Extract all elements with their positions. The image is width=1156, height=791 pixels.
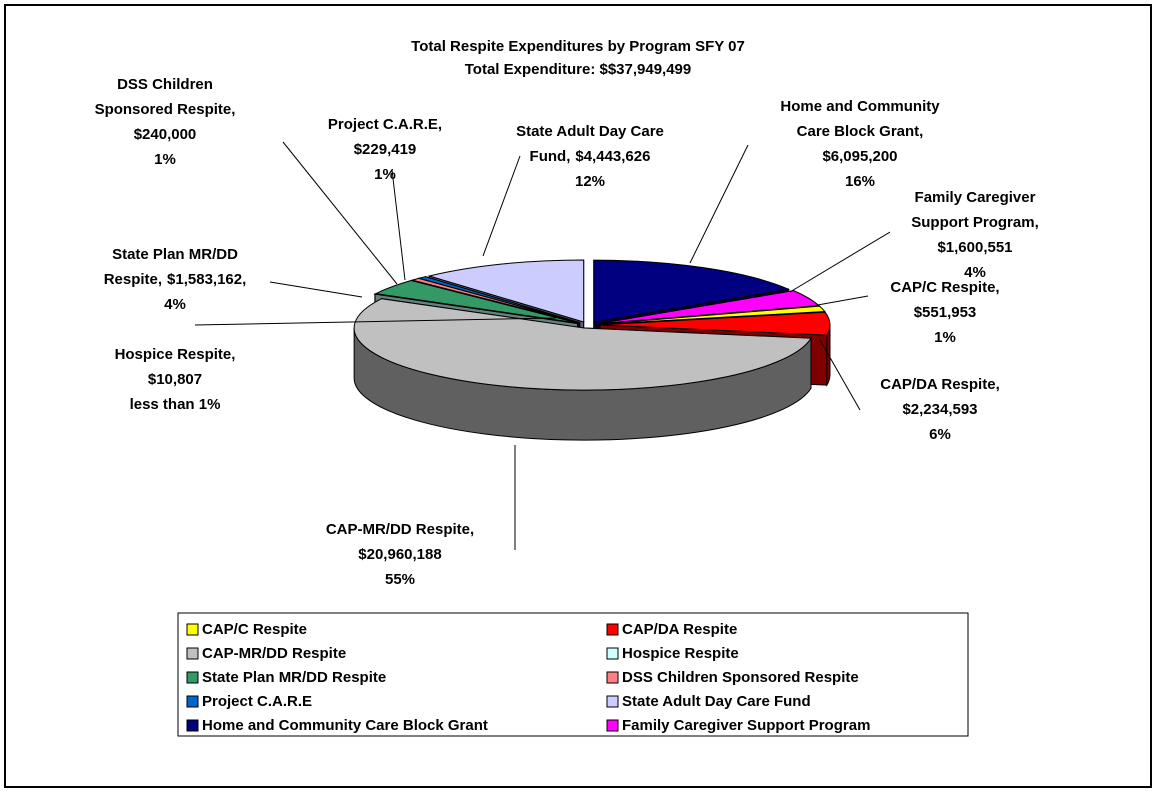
legend-label: DSS Children Sponsored Respite: [622, 669, 859, 686]
percent-label: 55%: [385, 571, 415, 588]
legend-label: CAP/DA Respite: [622, 621, 737, 638]
legend-swatch: [606, 623, 619, 636]
label-name-part: Care Block Grant,: [797, 123, 924, 140]
label-name: Respite, $1,583,162,: [104, 271, 247, 288]
label-name-part: Support Program,: [911, 214, 1039, 231]
value-label: $551,953: [914, 304, 977, 321]
legend-label: Project C.A.R.E: [202, 693, 312, 710]
label-name-part: DSS Children: [117, 76, 213, 93]
label-name: CAP-MR/DD Respite,: [326, 521, 474, 538]
percent-label: 1%: [154, 151, 176, 168]
legend: CAP/C Respite CAP/DA Respite CAP-MR/DD Res…: [186, 621, 870, 734]
value-label: $10,807: [148, 371, 202, 388]
chart-subtitle: Total Expenditure: $$37,949,499: [465, 61, 692, 78]
percent-label: 4%: [964, 264, 986, 281]
legend-swatch: [606, 671, 619, 684]
chart-title: Total Respite Expenditures by Program SF…: [411, 38, 745, 55]
value-label: $240,000: [134, 126, 197, 143]
legend-label: Hospice Respite: [622, 645, 739, 662]
label-name: DSS Children: [117, 76, 213, 93]
value-label: $20,960,188: [358, 546, 441, 563]
legend-swatch: [606, 647, 619, 660]
leader-line: [819, 339, 861, 411]
legend-box: [177, 612, 969, 737]
label-name-part: Family Caregiver: [915, 189, 1036, 206]
slice-top: [410, 277, 580, 324]
percent-label: 4%: [164, 296, 186, 313]
pie: [353, 259, 831, 441]
label-name: Hospice Respite,: [115, 346, 236, 363]
percent-label: 12%: [575, 173, 605, 190]
label-name-part: CAP/C Respite,: [890, 279, 999, 296]
slice-top: [373, 293, 578, 324]
leader-line: [391, 169, 406, 281]
label-name-part: Hospice Respite,: [115, 346, 236, 363]
value-label: $229,419: [354, 141, 417, 158]
label-name-part: Home and Community: [780, 98, 940, 115]
label-name: CAP/DA Respite,: [880, 376, 999, 393]
label-name: Fund, $4,443,626: [530, 148, 651, 165]
legend-label: CAP/C Respite: [202, 621, 307, 638]
value-label: $4,443,626: [575, 148, 650, 165]
percent-label: 1%: [374, 166, 396, 183]
leader-line: [269, 281, 363, 298]
legend-swatch: [186, 719, 199, 732]
label-name-part: Respite,: [104, 271, 162, 288]
label-name: Support Program,: [911, 214, 1039, 231]
label-name: Project C.A.R.E,: [328, 116, 442, 133]
legend-label: Home and Community Care Block Grant: [202, 717, 488, 734]
label-name-part: State Plan MR/DD: [112, 246, 238, 263]
percent-label: 6%: [929, 426, 951, 443]
legend-swatch: [186, 671, 199, 684]
slice-top: [599, 311, 831, 336]
label-name: CAP/C Respite,: [890, 279, 999, 296]
value-label: $1,600,551: [937, 239, 1012, 256]
leader-line: [789, 231, 891, 293]
leader-line: [689, 144, 749, 264]
label-name-part: State Adult Day Care: [516, 123, 664, 140]
data-labels: CAP/C Respite, $551,953 1% CAP/DA Respite, $…: [95, 76, 1039, 588]
percent-label: 1%: [934, 329, 956, 346]
leader-line: [482, 155, 521, 257]
slice-top: [598, 290, 821, 325]
legend-swatch: [606, 695, 619, 708]
slice-top: [599, 305, 826, 325]
label-name-part: CAP/DA Respite,: [880, 376, 999, 393]
legend-label: Family Caregiver Support Program: [622, 717, 870, 734]
label-name: State Plan MR/DD: [112, 246, 238, 263]
percent-label: 16%: [845, 173, 875, 190]
label-name-part: CAP-MR/DD Respite,: [326, 521, 474, 538]
legend-swatch: [606, 719, 619, 732]
slice-top: [593, 259, 791, 323]
label-name: Sponsored Respite,: [95, 101, 236, 118]
legend-label: CAP-MR/DD Respite: [202, 645, 346, 662]
value-label: $6,095,200: [822, 148, 897, 165]
legend-label: State Plan MR/DD Respite: [202, 669, 386, 686]
leader-line: [811, 295, 869, 307]
legend-swatch: [186, 695, 199, 708]
label-name-part: Project C.A.R.E,: [328, 116, 442, 133]
legend-label: State Adult Day Care Fund: [622, 693, 811, 710]
value-label: $2,234,593: [902, 401, 977, 418]
slice: [353, 298, 812, 441]
leader-line: [194, 317, 557, 326]
leader-line: [282, 141, 398, 285]
legend-swatch: [186, 623, 199, 636]
label-name-part: Fund,: [530, 148, 571, 165]
slice-top: [353, 298, 812, 391]
label-name: Care Block Grant,: [797, 123, 924, 140]
label-name-part: Sponsored Respite,: [95, 101, 236, 118]
legend-swatch: [186, 647, 199, 660]
label-name: State Adult Day Care: [516, 123, 664, 140]
value-label: $1,583,162,: [167, 271, 246, 288]
slice-top: [427, 259, 585, 323]
label-name: Home and Community: [780, 98, 940, 115]
percent-label: less than 1%: [130, 396, 221, 413]
label-name: Family Caregiver: [915, 189, 1036, 206]
